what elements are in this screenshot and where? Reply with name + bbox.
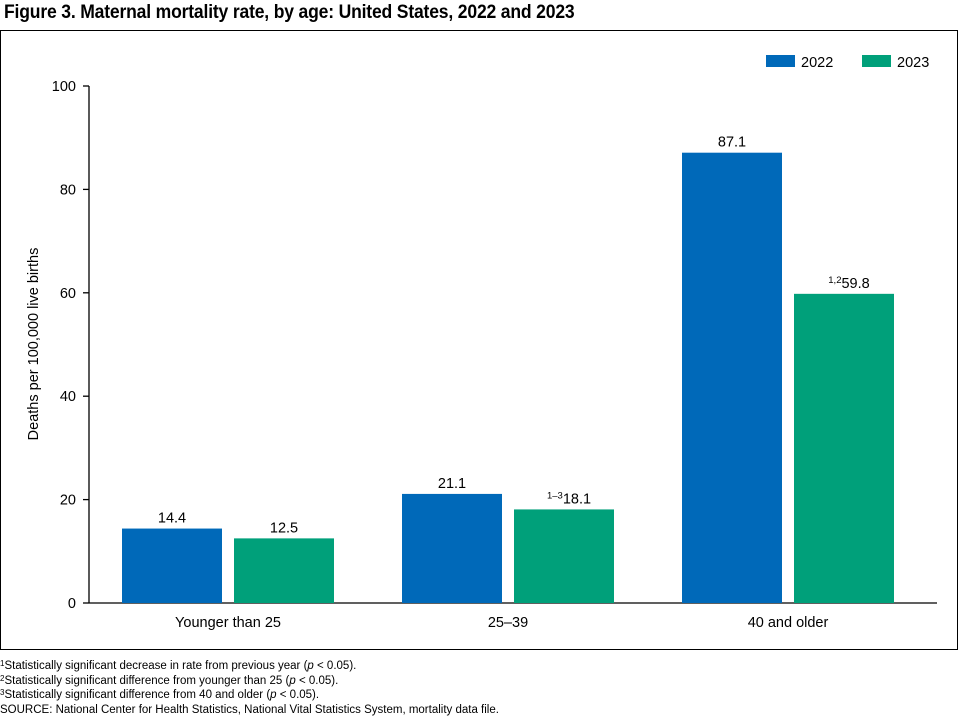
value-label-2023-2: 1–318.1: [547, 490, 591, 507]
y-tick-label: 20: [60, 493, 76, 509]
value-label-2022-1: 14.4: [158, 511, 186, 527]
y-tick-label: 0: [68, 596, 76, 612]
x-tick-label: Younger than 25: [175, 615, 281, 631]
value-label-2022-2: 21.1: [438, 476, 466, 492]
chart-frame: [0, 30, 958, 650]
legend-label-2023: 2023: [897, 55, 929, 71]
footnote-3-text: Statistically significant difference fro…: [4, 689, 271, 701]
value-label-2023-3: 1,259.8: [828, 275, 869, 292]
footnote-3-tail: < 0.05).: [276, 689, 320, 701]
legend-label-2022: 2022: [801, 55, 833, 71]
value-label-2022-3: 87.1: [718, 135, 746, 151]
bar-2023-2: [514, 509, 614, 603]
x-tick-label: 25–39: [488, 615, 528, 631]
value-label-2023-1: 12.5: [270, 520, 298, 536]
x-tick-label: 40 and older: [748, 615, 829, 631]
bar-2022-3: [682, 152, 782, 603]
source-note: SOURCE: National Center for Health Stati…: [0, 703, 499, 716]
figure-title: Figure 3. Maternal mortality rate, by ag…: [4, 1, 575, 23]
footnote-3-p: p: [270, 689, 277, 701]
footnote-1-p: p: [307, 660, 314, 672]
value-label-note: 1–3: [547, 490, 563, 501]
y-tick-label: 60: [60, 286, 76, 302]
footnote-1: 1Statistically significant decrease in r…: [0, 659, 958, 674]
y-axis-title: Deaths per 100,000 live births: [26, 248, 42, 441]
footnote-2-mark: 2: [0, 673, 5, 683]
footnote-1-tail: < 0.05).: [313, 660, 357, 672]
footnote-2: 2Statistically significant difference fr…: [0, 674, 958, 689]
footnote-2-text: Statistically significant difference fro…: [4, 674, 290, 687]
footnote-1-text: Statistically significant decrease in ra…: [4, 660, 308, 672]
footnote-2-p: p: [289, 674, 296, 687]
y-tick-label: 80: [60, 182, 76, 198]
footnotes: 1Statistically significant decrease in r…: [0, 659, 958, 717]
footnote-3: 3Statistically significant difference fr…: [0, 688, 958, 703]
footnote-2-tail: < 0.05).: [295, 674, 339, 687]
y-tick-label: 40: [60, 389, 76, 405]
value-label-number: 59.8: [841, 276, 869, 292]
bar-2022-2: [402, 493, 502, 603]
y-tick-label: 100: [52, 79, 76, 95]
legend-swatch-2022: [766, 55, 795, 67]
footnote-3-mark: 3: [0, 688, 5, 697]
footnote-1-mark: 1: [0, 659, 5, 668]
bar-2023-3: [794, 293, 894, 603]
value-label-note: 1,2: [828, 275, 841, 286]
value-label-number: 18.1: [563, 491, 591, 507]
bar-2022-1: [122, 528, 222, 603]
bar-2023-1: [234, 538, 334, 603]
bar-chart: 0 20 40 60 80 100 Deaths per 100,000 live birt…: [26, 55, 937, 631]
legend-swatch-2023: [862, 55, 891, 67]
